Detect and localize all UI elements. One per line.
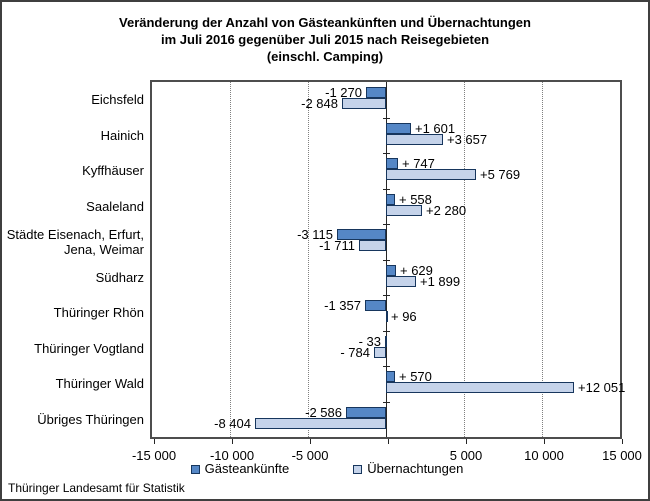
bar-value-label: -1 357 xyxy=(324,298,361,313)
bar-overnights xyxy=(386,169,476,180)
category-boundary-tick xyxy=(383,189,390,190)
bar-overnights xyxy=(386,276,416,287)
category-boundary-tick xyxy=(383,118,390,119)
category-label: Städte Eisenach, Erfurt, Jena, Weimar xyxy=(6,226,144,257)
bar-value-label: +1 601 xyxy=(415,121,456,136)
bar-arrivals xyxy=(385,336,387,347)
bar-value-label: -2 848 xyxy=(301,96,338,111)
category-boundary-tick xyxy=(383,153,390,154)
gridline xyxy=(308,82,309,437)
bar-value-label: +12 051 xyxy=(578,380,626,395)
x-axis-tick-label: 15 000 xyxy=(602,448,642,463)
gridline xyxy=(230,82,231,437)
legend-label-overnights: Übernachtungen xyxy=(367,461,464,476)
bar-arrivals xyxy=(366,87,386,98)
category-boundary-tick xyxy=(383,224,390,225)
bar-value-label: +5 769 xyxy=(480,167,521,182)
category-axis-labels: Eichsfeld Hainich Kyffhäuser Saaleland Städt… xyxy=(2,82,144,437)
bar-arrivals xyxy=(337,229,386,240)
bar-value-label: +3 657 xyxy=(447,132,488,147)
x-axis-tick-label: -10 000 xyxy=(209,448,255,463)
category-boundary-tick xyxy=(383,366,390,367)
bar-arrivals xyxy=(386,194,395,205)
bar-arrivals xyxy=(386,265,396,276)
bar-arrivals xyxy=(386,123,411,134)
bar-value-label: + 747 xyxy=(402,156,435,171)
bar-overnights xyxy=(386,134,443,145)
bar-value-label: -2 586 xyxy=(305,405,342,420)
x-axis-tick-label: 10 000 xyxy=(524,448,564,463)
category-label: Thüringer Wald xyxy=(55,376,144,392)
x-axis-tick xyxy=(622,439,623,444)
x-axis-tick xyxy=(232,439,233,444)
category-label: Eichsfeld xyxy=(91,92,144,108)
bar-overnights xyxy=(386,311,388,322)
legend-item-overnights: Übernachtungen xyxy=(353,462,463,476)
bar-value-label: -3 115 xyxy=(297,227,333,242)
bar-overnights xyxy=(342,98,386,109)
bar-value-label: - 33 xyxy=(358,334,381,349)
category-boundary-tick xyxy=(383,260,390,261)
bar-arrivals xyxy=(346,407,386,418)
x-axis-tick-label: 5 000 xyxy=(449,448,483,463)
gridline xyxy=(464,82,465,437)
category-boundary-tick xyxy=(383,402,390,403)
x-axis-tick-label: -15 000 xyxy=(131,448,177,463)
x-axis-tick xyxy=(388,439,389,444)
chart-title: Veränderung der Anzahl von Gästeankünfte… xyxy=(119,15,531,64)
bar-arrivals xyxy=(386,371,395,382)
bar-overnights xyxy=(386,205,422,216)
bar-value-label: - 784 xyxy=(340,345,370,360)
source-attribution: Thüringer Landesamt für Statistik xyxy=(8,481,185,495)
category-label: Saaleland xyxy=(86,198,144,214)
legend: Gästeankünfte Übernachtungen xyxy=(2,461,648,476)
gridline xyxy=(542,82,543,437)
legend-swatch-arrivals-icon xyxy=(190,464,200,474)
bar-overnights xyxy=(386,382,574,393)
bar-value-label: + 570 xyxy=(399,369,432,384)
category-boundary-tick xyxy=(383,331,390,332)
x-axis-tick xyxy=(544,439,545,444)
bar-value-label: -8 404 xyxy=(214,416,251,431)
legend-item-arrivals: Gästeankünfte xyxy=(190,461,290,476)
x-axis-tick xyxy=(154,439,155,444)
bar-value-label: -1 270 xyxy=(325,85,362,100)
category-label: Südharz xyxy=(95,269,144,285)
x-axis-tick xyxy=(310,439,311,444)
bar-value-label: -1 711 xyxy=(319,238,355,253)
category-label: Hainich xyxy=(100,127,144,143)
bar-value-label: + 96 xyxy=(391,309,417,324)
plot-area: -1 270 -2 848 +1 601 +3 657 + 747 +5 769 + 558… xyxy=(150,80,626,439)
bar-overnights xyxy=(374,347,386,358)
bar-arrivals xyxy=(386,158,398,169)
zero-axis-line xyxy=(386,82,387,437)
x-axis-tick xyxy=(466,439,467,444)
category-label: Thüringer Vogtland xyxy=(34,340,144,356)
bar-value-label: +2 280 xyxy=(426,203,467,218)
category-label: Übriges Thüringen xyxy=(37,411,144,427)
bar-arrivals xyxy=(365,300,386,311)
category-label: Thüringer Rhön xyxy=(53,305,144,321)
category-label: Kyffhäuser xyxy=(82,163,144,179)
x-axis-tick-label: -5 000 xyxy=(291,448,329,463)
legend-swatch-overnights-icon xyxy=(353,464,363,474)
bar-value-label: + 629 xyxy=(400,263,433,278)
bar-overnights xyxy=(255,418,386,429)
legend-label-arrivals: Gästeankünfte xyxy=(204,461,290,476)
bar-value-label: + 558 xyxy=(399,192,432,207)
bar-overnights xyxy=(359,240,386,251)
category-boundary-tick xyxy=(383,295,390,296)
bar-value-label: +1 899 xyxy=(420,274,461,289)
